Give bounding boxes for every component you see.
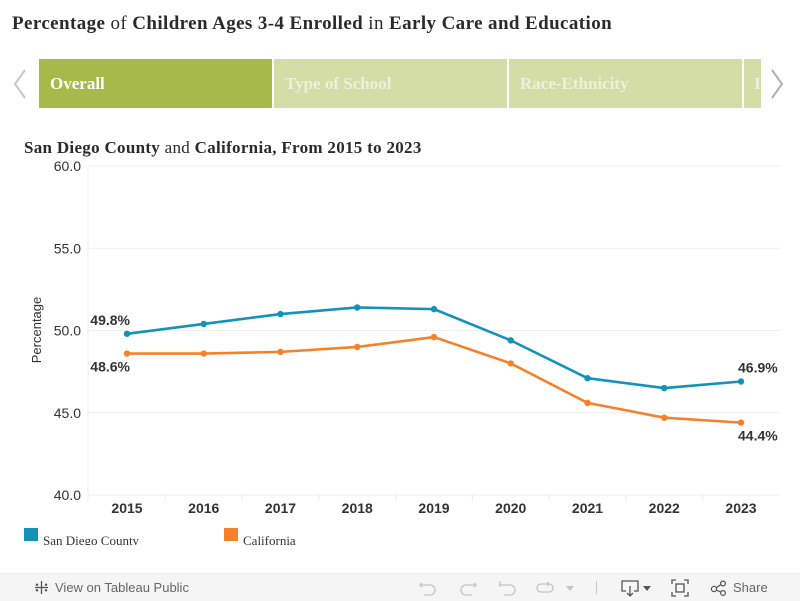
data-point-california: [507, 360, 514, 367]
x-tick-label: 2020: [495, 500, 526, 516]
tab-type-of-school[interactable]: Type of School: [274, 59, 507, 108]
x-tick-label: 2015: [111, 500, 142, 516]
tab-race-ethnicity[interactable]: Race-Ethnicity: [509, 59, 742, 108]
legend-label-san-diego-county: San Diego County: [43, 533, 140, 545]
chart-subtitle: San Diego County and California, From 20…: [24, 138, 422, 158]
y-axis-label: Percentage: [29, 297, 44, 364]
tabs-prev-button[interactable]: [10, 66, 30, 102]
data-point-california: [661, 414, 668, 421]
revert-button[interactable]: [498, 574, 518, 601]
series-points: [123, 304, 745, 426]
y-tick-label: 45.0: [54, 405, 81, 421]
data-point-california: [584, 399, 591, 407]
title-part: of: [110, 13, 133, 34]
view-on-tableau-public-button[interactable]: View on Tableau Public: [33, 574, 189, 601]
data-point-california: [737, 419, 745, 426]
y-tick-label: 60.0: [54, 160, 81, 174]
tableau-logo-icon: [35, 581, 48, 594]
share-button[interactable]: Share: [710, 574, 768, 601]
y-tick-label: 40.0: [54, 487, 81, 503]
data-labels: 49.8% 46.9% 48.6% 44.4%: [90, 312, 778, 444]
title-part: Children Ages 3-4 Enrolled: [132, 13, 369, 34]
share-icon: [710, 579, 727, 596]
redo-button[interactable]: [458, 574, 478, 601]
download-button[interactable]: [620, 574, 652, 601]
data-label-san-diego-county: 49.8%: [90, 312, 130, 328]
dropdown-caret-icon: [643, 585, 651, 591]
series-lines: [126, 306, 742, 424]
refresh-dropdown[interactable]: [565, 574, 575, 601]
tab-overall[interactable]: Overall: [39, 59, 272, 108]
fullscreen-button[interactable]: [671, 574, 689, 601]
data-point-san-diego-county: [200, 320, 207, 328]
data-point-california: [430, 333, 438, 341]
dropdown-caret-icon: [566, 585, 574, 591]
redo-icon: [460, 582, 477, 596]
chevron-left-icon: [13, 69, 26, 99]
data-point-california: [123, 350, 131, 357]
data-label-san-diego-county: 46.9%: [738, 359, 778, 375]
toolbar-divider: [596, 581, 597, 594]
series-line-san-diego-county: [126, 306, 742, 390]
legend-label-california: California: [243, 533, 296, 545]
download-icon: [621, 579, 639, 597]
series-line-california: [127, 335, 742, 424]
subtitle-part: San Diego County: [24, 138, 165, 157]
revert-icon: [499, 580, 516, 596]
data-label-california: 48.6%: [90, 359, 130, 375]
legend-swatch-san-diego-county: [24, 528, 38, 541]
undo-button[interactable]: [418, 574, 438, 601]
x-tick-label: 2021: [572, 500, 603, 516]
data-point-san-diego-county: [584, 375, 591, 382]
x-tick-label: 2017: [265, 500, 296, 516]
fullscreen-icon: [671, 578, 689, 597]
legend-swatch-california: [224, 528, 238, 541]
dashboard-title: Percentage of Children Ages 3-4 Enrolled…: [12, 13, 612, 35]
y-tick-label: 50.0: [54, 323, 81, 339]
data-label-california: 44.4%: [738, 428, 778, 444]
subtitle-part: and: [164, 138, 195, 157]
tableau-toolbar: View on Tableau Public Share: [0, 573, 800, 601]
chevron-right-icon: [771, 69, 784, 99]
x-tick-label: 2019: [418, 500, 449, 516]
view-on-tableau-public-label: View on Tableau Public: [55, 580, 189, 595]
tab-next-partial[interactable]: I: [744, 59, 761, 108]
data-point-san-diego-county: [430, 305, 438, 313]
title-part: Percentage: [12, 13, 111, 34]
x-axis-ticks: 2015 2016 2017 2018 2019 2020 2021 2022 2023: [111, 500, 756, 516]
title-part: Early Care and Education: [389, 13, 613, 34]
data-point-san-diego-county: [507, 337, 514, 344]
undo-icon: [419, 582, 436, 596]
data-point-san-diego-county: [123, 330, 131, 337]
refresh-icon: [536, 581, 554, 593]
legend-item-san-diego-county[interactable]: San Diego County: [24, 528, 139, 545]
data-point-san-diego-county: [277, 310, 284, 318]
tabs-next-button[interactable]: [767, 66, 787, 102]
x-tick-label: 2022: [649, 500, 680, 516]
gridlines: [87, 165, 780, 501]
x-tick-label: 2018: [342, 500, 373, 516]
tab-strip: Overall Type of School Race-Ethnicity I: [39, 59, 761, 108]
share-label: Share: [733, 580, 768, 595]
line-chart: 40.0 45.0 50.0 55.0 60.0 Percentage 2015 2016…: [29, 160, 780, 516]
y-axis-ticks: 40.0 45.0 50.0 55.0 60.0: [54, 160, 81, 503]
refresh-button[interactable]: [535, 574, 555, 601]
y-tick-label: 55.0: [54, 240, 81, 256]
data-point-san-diego-county: [737, 378, 745, 385]
title-part: in: [368, 13, 390, 34]
data-point-california: [200, 350, 207, 357]
x-tick-label: 2016: [188, 500, 219, 516]
x-tick-label: 2023: [725, 500, 756, 516]
legend-item-california[interactable]: California: [224, 528, 296, 545]
data-point-san-diego-county: [661, 384, 668, 392]
data-point-san-diego-county: [354, 304, 361, 311]
subtitle-part: California, From 2015 to 2023: [194, 138, 422, 157]
data-point-california: [277, 348, 284, 356]
data-point-california: [354, 343, 361, 351]
